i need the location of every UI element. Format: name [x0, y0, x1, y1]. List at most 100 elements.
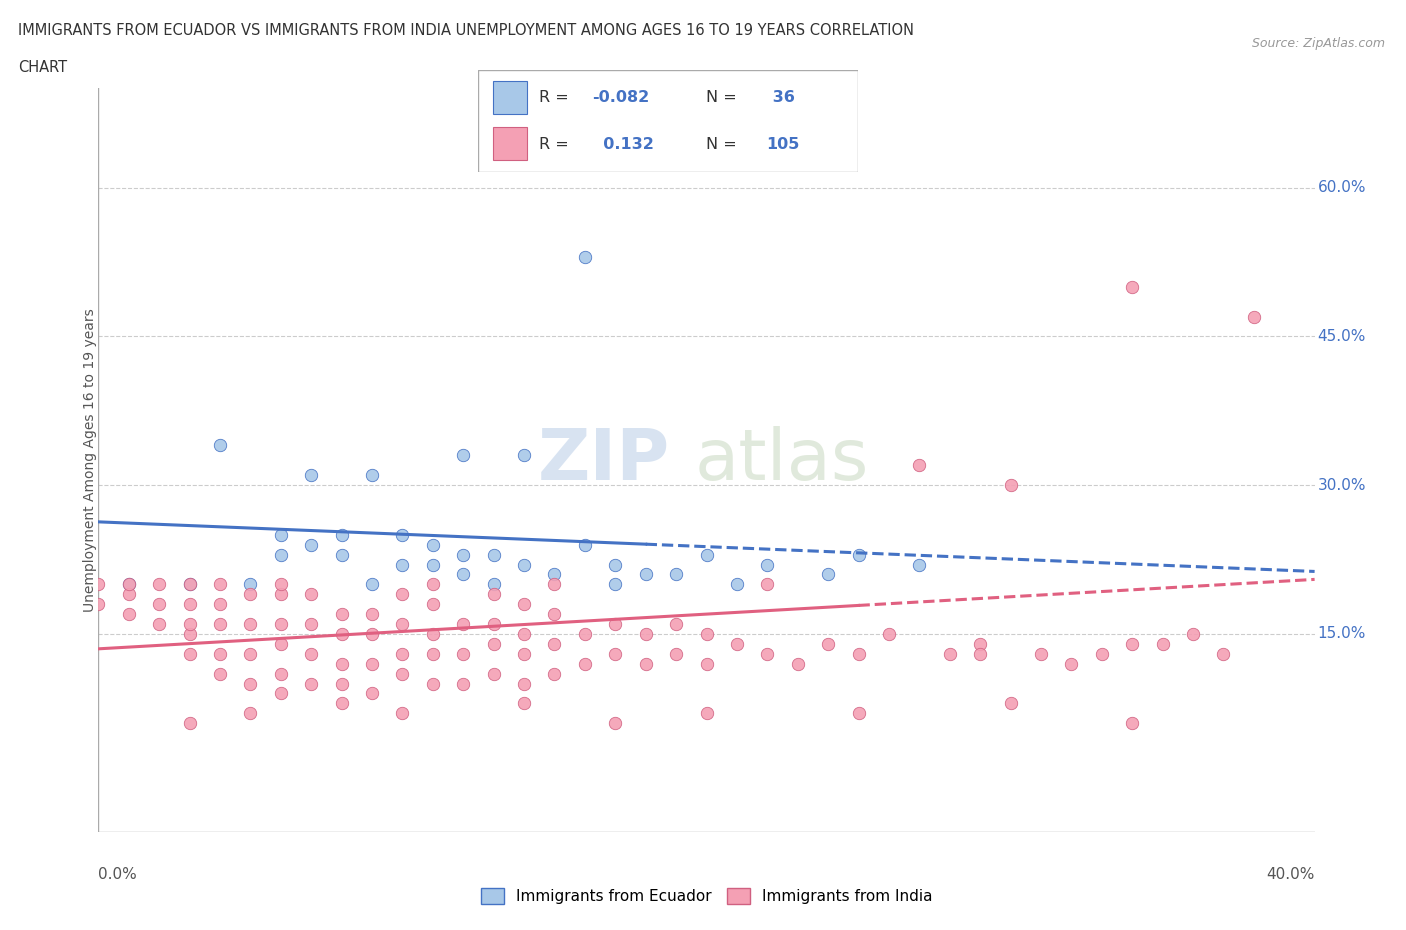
Text: N =: N = [706, 90, 742, 105]
Point [118, 577, 141, 591]
Point [1121, 636, 1143, 651]
Point [422, 538, 444, 552]
Point [665, 646, 688, 661]
Point [209, 666, 232, 681]
Point [453, 676, 475, 691]
Point [513, 696, 536, 711]
Point [330, 527, 353, 542]
Point [574, 538, 596, 552]
Point [179, 577, 201, 591]
Point [299, 676, 322, 691]
Point [1091, 646, 1114, 661]
Text: R =: R = [538, 90, 574, 105]
Text: 40.0%: 40.0% [1267, 867, 1315, 882]
Point [574, 657, 596, 671]
Point [725, 577, 748, 591]
Point [1212, 646, 1234, 661]
Point [605, 617, 627, 631]
Point [148, 617, 170, 631]
Point [482, 547, 505, 562]
Point [391, 706, 413, 721]
Point [330, 547, 353, 562]
Point [179, 627, 201, 642]
Point [118, 587, 141, 602]
Text: CHART: CHART [18, 60, 67, 75]
Point [513, 597, 536, 612]
Point [330, 696, 353, 711]
Point [453, 646, 475, 661]
Point [330, 627, 353, 642]
Point [422, 627, 444, 642]
Point [1152, 636, 1174, 651]
Bar [494, 127, 527, 160]
Point [543, 567, 565, 582]
Legend: Immigrants from Ecuador, Immigrants from India: Immigrants from Ecuador, Immigrants from… [475, 882, 938, 910]
Point [209, 577, 232, 591]
Point [422, 557, 444, 572]
Point [574, 627, 596, 642]
Point [939, 646, 962, 661]
Point [118, 577, 141, 591]
Point [634, 657, 657, 671]
Point [270, 686, 292, 701]
Point [361, 686, 384, 701]
Point [1182, 627, 1205, 642]
Point [453, 617, 475, 631]
Point [239, 577, 262, 591]
Point [239, 706, 262, 721]
Point [908, 557, 931, 572]
Text: 36: 36 [766, 90, 794, 105]
Point [513, 676, 536, 691]
Point [605, 646, 627, 661]
Point [391, 587, 413, 602]
Point [422, 676, 444, 691]
Point [148, 577, 170, 591]
Point [665, 567, 688, 582]
Point [543, 606, 565, 621]
Point [391, 617, 413, 631]
Point [330, 606, 353, 621]
Point [391, 557, 413, 572]
Point [543, 577, 565, 591]
Text: N =: N = [706, 137, 742, 152]
Point [209, 646, 232, 661]
Text: atlas: atlas [695, 426, 869, 495]
Point [179, 617, 201, 631]
Point [482, 587, 505, 602]
Text: 60.0%: 60.0% [1317, 180, 1365, 195]
Point [330, 676, 353, 691]
Point [1243, 309, 1265, 324]
Point [422, 646, 444, 661]
Point [574, 249, 596, 264]
Point [848, 646, 870, 661]
Point [1029, 646, 1052, 661]
Point [605, 557, 627, 572]
Point [756, 646, 779, 661]
Point [665, 617, 688, 631]
Point [513, 448, 536, 463]
Text: 30.0%: 30.0% [1317, 478, 1365, 493]
Point [696, 657, 718, 671]
Point [179, 716, 201, 731]
Point [1000, 696, 1022, 711]
Point [725, 636, 748, 651]
Point [361, 606, 384, 621]
Point [453, 567, 475, 582]
Point [1121, 716, 1143, 731]
Point [422, 597, 444, 612]
Point [605, 716, 627, 731]
Point [969, 646, 991, 661]
Point [361, 577, 384, 591]
Point [817, 636, 839, 651]
Point [848, 547, 870, 562]
Point [696, 706, 718, 721]
Point [422, 577, 444, 591]
Point [482, 666, 505, 681]
Point [270, 617, 292, 631]
Point [543, 666, 565, 681]
Text: ZIP: ZIP [537, 426, 671, 495]
Text: IMMIGRANTS FROM ECUADOR VS IMMIGRANTS FROM INDIA UNEMPLOYMENT AMONG AGES 16 TO 1: IMMIGRANTS FROM ECUADOR VS IMMIGRANTS FR… [18, 23, 914, 38]
Point [270, 527, 292, 542]
Point [299, 587, 322, 602]
Point [634, 627, 657, 642]
